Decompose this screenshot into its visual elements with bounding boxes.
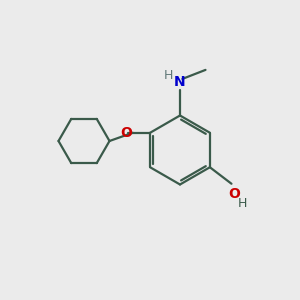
- Text: O: O: [120, 126, 132, 140]
- Text: H: H: [164, 69, 173, 82]
- Text: O: O: [228, 187, 240, 201]
- Text: N: N: [174, 74, 186, 88]
- Text: H: H: [238, 197, 247, 210]
